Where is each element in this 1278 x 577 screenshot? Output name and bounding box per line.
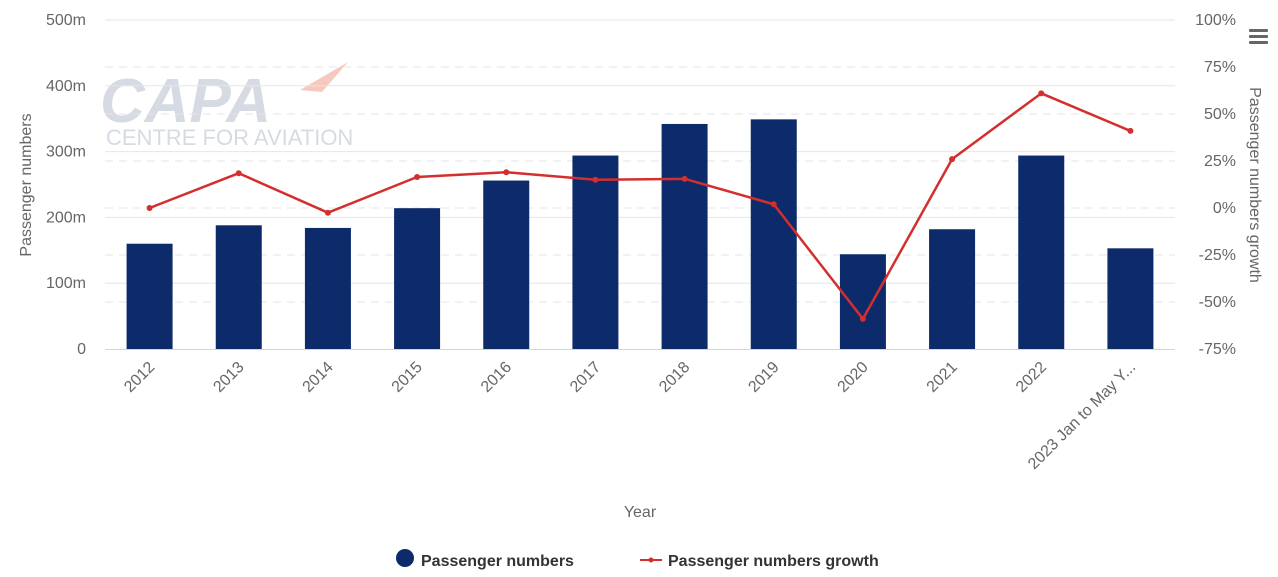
line-point[interactable] [503, 169, 510, 176]
x-axis-title: Year [624, 504, 657, 521]
right-tick-label: 25% [1204, 153, 1236, 170]
legend-item-passenger-growth[interactable]: Passenger numbers growth [640, 553, 879, 570]
legend-bar-marker [396, 549, 414, 567]
line-point[interactable] [324, 209, 331, 216]
right-tick-label: 75% [1204, 59, 1236, 76]
right-axis-ticks: -75% -50% -25% 0% 25% 50% 75% 100% [1195, 12, 1236, 358]
line-point[interactable] [949, 156, 956, 163]
line-point[interactable] [859, 315, 866, 322]
logo-sub-text: CENTRE FOR AVIATION [106, 125, 353, 150]
x-tick-label: 2019 [745, 359, 782, 396]
legend-label-line: Passenger numbers growth [668, 553, 879, 570]
x-tick-label: 2022 [1013, 359, 1050, 396]
bar[interactable] [483, 180, 530, 349]
bar[interactable] [304, 227, 351, 349]
x-tick-label: 2015 [389, 359, 426, 396]
right-tick-label: 0% [1213, 200, 1236, 217]
left-tick-label: 400m [46, 78, 86, 95]
x-tick-label: 2020 [835, 359, 872, 396]
x-tick-label: 2012 [121, 359, 158, 396]
logo-plane-icon [300, 62, 348, 92]
legend-item-passenger-numbers[interactable]: Passenger numbers [396, 549, 574, 570]
line-point[interactable] [235, 170, 242, 177]
line-point[interactable] [1127, 127, 1134, 134]
x-tick-label: 2014 [300, 359, 337, 396]
left-tick-label: 500m [46, 12, 86, 29]
x-tick-label: 2018 [656, 359, 693, 396]
bar[interactable] [1107, 248, 1154, 349]
x-tick-label: 2021 [924, 359, 961, 396]
right-tick-label: -50% [1199, 294, 1236, 311]
hamburger-menu-icon [1249, 29, 1268, 44]
left-tick-label: 100m [46, 275, 86, 292]
capa-logo: CAPA CENTRE FOR AVIATION [100, 62, 353, 150]
right-tick-label: -25% [1199, 247, 1236, 264]
bar[interactable] [572, 155, 619, 349]
x-tick-label: 2013 [210, 359, 247, 396]
legend: Passenger numbers Passenger numbers grow… [396, 549, 879, 570]
x-axis-ticks: 2012 2013 2014 2015 2016 2017 2018 2019 2020 2021… [121, 359, 1139, 473]
line-point[interactable] [770, 201, 777, 208]
legend-label-bars: Passenger numbers [421, 553, 574, 570]
line-point[interactable] [681, 175, 688, 182]
bar[interactable] [661, 123, 708, 350]
bar[interactable] [215, 225, 262, 349]
x-tick-label: 2016 [478, 359, 515, 396]
left-tick-label: 0 [77, 341, 86, 358]
bar[interactable] [839, 254, 886, 349]
left-axis-ticks: 0 100m 200m 300m 400m 500m [46, 12, 86, 358]
growth-line [149, 92, 1131, 321]
left-tick-label: 300m [46, 144, 86, 161]
bar[interactable] [126, 243, 173, 349]
line-point[interactable] [1038, 90, 1045, 97]
legend-line-dot [648, 557, 654, 563]
right-tick-label: 100% [1195, 12, 1236, 29]
bar[interactable] [394, 208, 441, 349]
grid-lines [105, 19, 1175, 303]
bar[interactable] [750, 119, 797, 349]
left-axis-title: Passenger numbers [18, 113, 35, 256]
logo-main-text: CAPA [100, 67, 271, 136]
right-axis-title: Passenger numbers growth [1246, 87, 1263, 283]
line-series [146, 90, 1134, 322]
left-tick-label: 200m [46, 209, 86, 226]
bar[interactable] [1018, 155, 1065, 349]
line-point[interactable] [146, 205, 153, 211]
right-tick-label: 50% [1204, 106, 1236, 123]
right-tick-label: -75% [1199, 341, 1236, 358]
line-point[interactable] [592, 176, 599, 183]
line-point[interactable] [414, 173, 421, 180]
chart-menu-button[interactable] [1246, 24, 1270, 46]
bar[interactable] [929, 229, 976, 349]
x-tick-label: 2017 [567, 359, 604, 396]
bar-series [126, 119, 1154, 350]
